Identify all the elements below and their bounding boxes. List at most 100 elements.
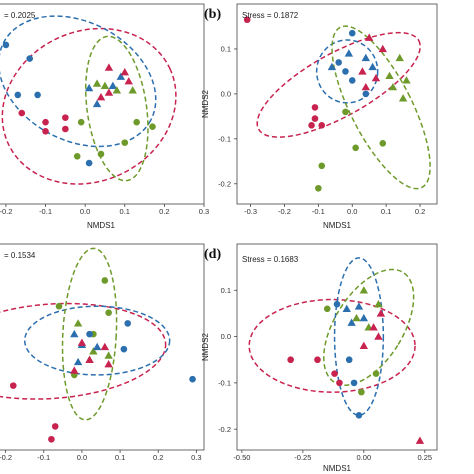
point-green-triangle [402, 76, 411, 84]
point-green-triangle [104, 351, 113, 359]
x-tick-label: 0.1 [381, 207, 391, 216]
point-red-triangle [70, 366, 79, 374]
ellipse-blue [315, 39, 379, 104]
point-green-circle [342, 108, 349, 116]
ellipse-red [0, 302, 167, 400]
point-red-circle [51, 423, 59, 430]
point-blue-triangle [368, 62, 377, 71]
point-red-triangle [376, 309, 386, 317]
point-red-circle [243, 16, 251, 24]
ellipse-green [331, 25, 431, 190]
plot-area-a [0, 15, 177, 185]
x-tick-label: 0.3 [191, 453, 201, 462]
point-green-circle [73, 152, 81, 160]
x-tick-label: -0.1 [312, 207, 325, 216]
x-tick-label: -0.50 [233, 453, 250, 462]
point-green-circle [372, 370, 380, 377]
ellipse-red [248, 298, 416, 393]
x-tick-label: 0.2 [415, 207, 425, 216]
point-green-circle [315, 184, 322, 192]
point-blue-circle [120, 345, 128, 353]
point-red-circle [42, 118, 49, 126]
point-blue-circle [189, 375, 196, 383]
y-tick-label: 0.0 [221, 89, 231, 98]
x-tick-label: 0.0 [80, 207, 90, 216]
frame-b [236, 3, 438, 205]
point-green-triangle [352, 313, 361, 322]
point-blue-circle [335, 59, 342, 66]
y-tick-label: 0.0 [221, 332, 231, 341]
x-tick-label: 0.2 [159, 207, 169, 216]
x-axis-title-a: NMDS1 [87, 221, 116, 230]
point-blue-circle [342, 68, 349, 75]
point-green-triangle [359, 286, 369, 294]
point-red-triangle [120, 67, 129, 76]
y-tick-label: -0.2 [218, 179, 231, 188]
point-red-triangle [361, 82, 371, 91]
point-red-circle [331, 370, 338, 377]
point-red-circle [336, 379, 343, 387]
point-green-circle [318, 162, 326, 170]
frame-c [0, 243, 205, 451]
point-blue-triangle [342, 304, 351, 312]
point-blue-circle [85, 159, 93, 167]
axes-c: -0.2 -0.1 0.0 0.1 0.2 0.3 [0, 450, 202, 462]
point-blue-circle [26, 55, 33, 62]
point-red-circle [311, 115, 319, 122]
point-blue-triangle [70, 329, 79, 338]
ellipse-blue [23, 305, 171, 376]
point-red-triangle [124, 77, 133, 85]
point-green-circle [358, 388, 365, 396]
axes-b: -0.3 -0.2 -0.1 0.0 0.1 0.2 0.1 0.0 -0.1 -0.2 [218, 45, 425, 216]
point-green-circle [352, 144, 359, 152]
point-green-circle [97, 150, 105, 158]
point-red-triangle [77, 338, 87, 346]
point-green-circle [323, 305, 331, 313]
y-tick-label: 0.1 [221, 286, 231, 295]
point-green-circle [77, 118, 85, 126]
point-red-triangle [104, 359, 113, 368]
x-tick-label: -0.2 [278, 207, 291, 216]
panel-d: (d) Stress = 0.1683 -0.50 -0.25 0.00 0.25 0.… [201, 243, 438, 473]
plot-area-b [243, 16, 431, 192]
stress-label-b: Stress = 0.1872 [242, 11, 299, 20]
point-green-circle [101, 277, 109, 284]
point-red-circle [314, 356, 321, 364]
y-tick-label: -0.2 [218, 425, 231, 434]
x-tick-label: 0.2 [153, 453, 163, 462]
x-tick-label: 0.1 [120, 207, 130, 216]
stress-label-c: = 0.1534 [4, 251, 36, 260]
point-green-triangle [73, 319, 83, 327]
x-tick-label: -0.25 [294, 453, 311, 462]
point-green-triangle [128, 86, 137, 94]
point-red-triangle [96, 92, 106, 101]
ellipse-red [256, 31, 421, 138]
point-red-triangle [365, 33, 374, 41]
stress-label-a: = 0.2025 [4, 11, 36, 20]
y-axis-title-b: NMDS2 [201, 89, 210, 118]
point-red-triangle [85, 355, 94, 364]
point-red-circle [62, 125, 69, 133]
point-blue-triangle [92, 99, 102, 108]
point-blue-triangle [73, 357, 83, 366]
point-green-circle [55, 302, 63, 310]
y-axis-title-d: NMDS2 [201, 332, 210, 361]
point-red-triangle [359, 341, 369, 349]
point-red-triangle [415, 436, 425, 444]
panel-b: (b) Stress = 0.1872 -0.3 -0.2 -0.1 0.0 0.1 0.… [201, 3, 438, 230]
x-tick-label: 0.3 [199, 207, 209, 216]
x-tick-label: -0.3 [244, 207, 257, 216]
point-red-triangle [378, 44, 387, 53]
x-tick-label: -0.2 [0, 207, 12, 216]
x-tick-label: 0.25 [418, 453, 433, 462]
point-blue-circle [14, 91, 22, 99]
x-tick-label: 0.0 [77, 453, 87, 462]
point-blue-triangle [359, 313, 369, 322]
frame-a [0, 3, 205, 205]
point-red-triangle [358, 67, 367, 75]
point-blue-circle [124, 320, 132, 327]
point-red-triangle [371, 73, 381, 82]
point-green-triangle [92, 79, 102, 87]
point-blue-triangle [108, 81, 118, 89]
